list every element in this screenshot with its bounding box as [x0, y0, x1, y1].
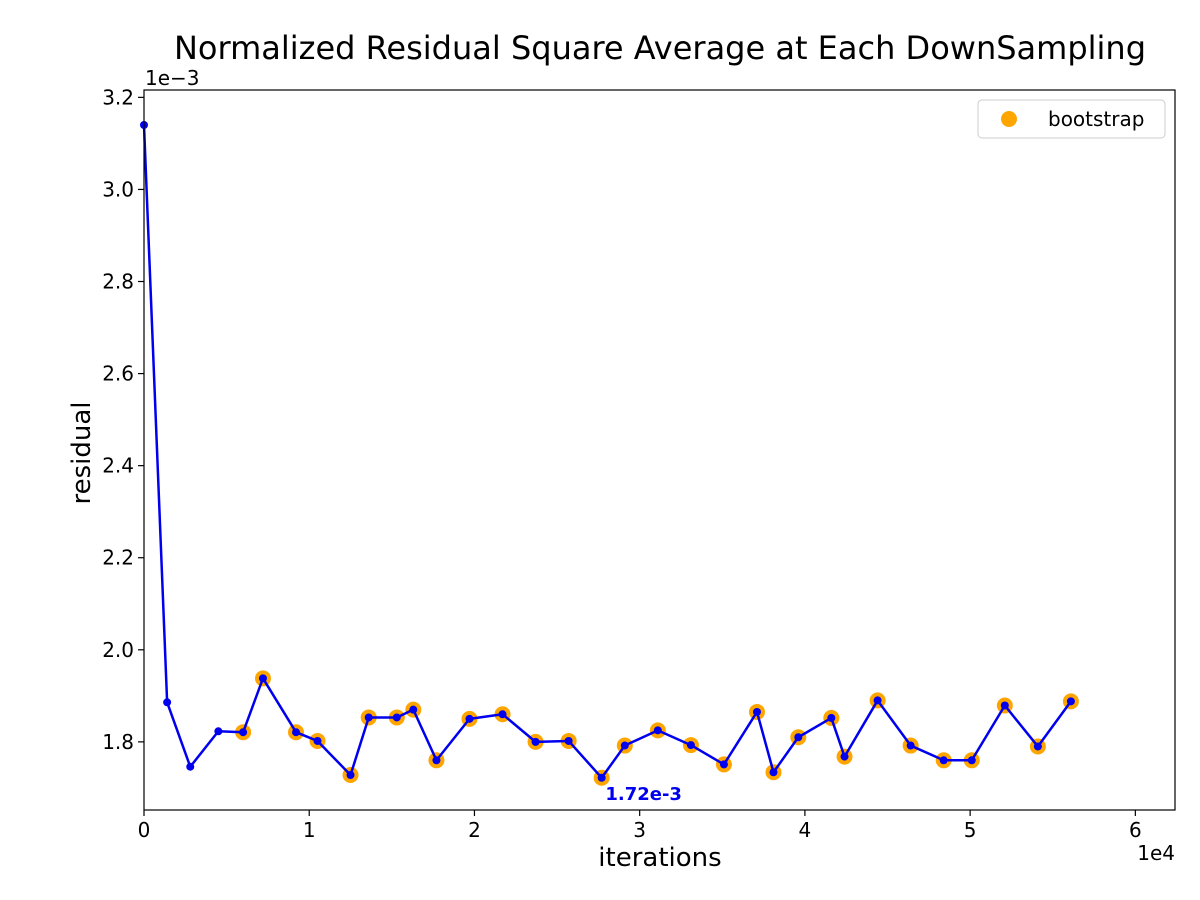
legend-box: [977, 99, 1166, 139]
residual-point: [752, 707, 761, 716]
residual-point: [827, 713, 836, 722]
residual-point: [620, 741, 629, 750]
x-axis-label: iterations: [598, 843, 721, 873]
y-tick-label: 2.2: [102, 546, 134, 570]
y-axis-label: residual: [67, 401, 97, 504]
residual-point: [1033, 742, 1042, 751]
residual-point: [840, 752, 849, 761]
residual-point: [531, 737, 540, 746]
residual-point: [939, 756, 948, 765]
residual-point: [432, 756, 441, 765]
y-tick-label: 2.8: [102, 270, 134, 294]
residual-point: [346, 771, 355, 780]
legend-label-bootstrap: bootstrap: [1048, 107, 1144, 131]
residual-point: [163, 698, 172, 707]
plot-area: 1.72e-3: [140, 120, 1079, 805]
x-tick-label: 4: [799, 818, 812, 842]
y-tick-label: 3.2: [102, 85, 134, 109]
y-tick-label: 2.0: [102, 638, 134, 662]
residual-point: [239, 728, 248, 737]
legend: bootstrap: [977, 99, 1166, 139]
y-tick-label: 3.0: [102, 177, 134, 201]
x-tick-label: 0: [138, 818, 151, 842]
residual-point: [906, 741, 915, 750]
residual-point: [186, 762, 195, 771]
x-tick-label: 5: [964, 818, 977, 842]
y-tick-label: 1.8: [102, 730, 134, 754]
residual-point: [686, 741, 695, 750]
x-axis-multiplier: 1e4: [1137, 841, 1175, 865]
residual-point: [597, 773, 606, 782]
residual-line: [142, 124, 1072, 780]
y-axis-multiplier: 1e−3: [145, 66, 200, 90]
residual-point: [564, 736, 573, 745]
x-tick-label: 6: [1129, 818, 1142, 842]
x-tick-label: 1: [303, 818, 316, 842]
axis-ticks: 0 1 2 3 4 5 6 1.8 2.0 2.2 2.4 2.6 2.8 3.0 3.2: [102, 85, 1142, 842]
residual-point: [653, 726, 662, 735]
x-tick-label: 3: [633, 818, 646, 842]
y-tick-label: 2.6: [102, 362, 134, 386]
residual-point: [465, 714, 474, 723]
residual-point: [769, 768, 778, 777]
legend-marker-bootstrap: [1001, 111, 1017, 127]
residual-point: [1066, 697, 1075, 706]
x-tick-label: 2: [468, 818, 481, 842]
residual-point: [364, 713, 373, 722]
residual-point: [1000, 701, 1009, 710]
min-annotation: 1.72e-3: [605, 784, 682, 805]
chart-title: Normalized Residual Square Average at Ea…: [174, 29, 1146, 67]
residual-point: [967, 756, 976, 765]
residual-point: [392, 713, 401, 722]
plot-frame: [143, 89, 1176, 811]
residual-point: [498, 710, 507, 719]
residual-point: [214, 727, 223, 736]
residual-point: [719, 760, 728, 769]
residual-point: [794, 733, 803, 742]
residual-point: [409, 705, 418, 714]
residual-point: [258, 674, 267, 683]
residual-point: [873, 696, 882, 705]
residual-point: [292, 728, 301, 737]
residual-point: [313, 736, 322, 745]
y-tick-label: 2.4: [102, 454, 134, 478]
